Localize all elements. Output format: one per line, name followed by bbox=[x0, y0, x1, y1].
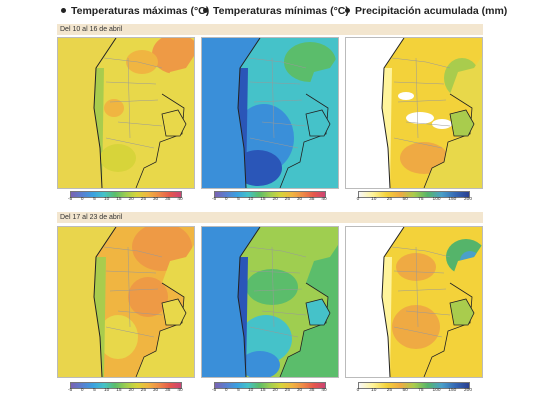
temp-scale-max-2: -5 0 5 10 15 20 25 30 35 40 bbox=[57, 382, 193, 398]
bullet-icon bbox=[61, 7, 66, 13]
scale-tick-label: -5 bbox=[67, 197, 73, 202]
scale-tick-label: 10 bbox=[371, 388, 377, 393]
scale-tick-label: 5 bbox=[93, 388, 96, 393]
map-precip-period-2 bbox=[345, 226, 483, 378]
scale-tick-label: 200 bbox=[463, 388, 473, 393]
scale-tick-label: -5 bbox=[211, 197, 217, 202]
scale-tick-label: 10 bbox=[247, 388, 254, 393]
scale-tick-label: 10 bbox=[103, 388, 110, 393]
bullet-icon bbox=[345, 7, 350, 13]
precip-scale-1: 0 10 25 50 75 100 150 200 bbox=[345, 191, 481, 207]
scale-tick-label: 0 bbox=[224, 388, 228, 393]
temp-scale-min-1: -5 0 5 10 15 20 25 30 35 40 bbox=[201, 191, 337, 207]
scale-tick-label: 25 bbox=[386, 197, 393, 202]
scale-tick-label: 20 bbox=[128, 197, 134, 202]
scale-tick-label: 40 bbox=[177, 388, 183, 393]
scale-tick-label: 20 bbox=[272, 197, 278, 202]
column-title-min-temp: Temperaturas mínimas (°C) bbox=[203, 0, 349, 22]
map-min-temp-period-1 bbox=[201, 37, 339, 189]
scale-tick-label: 10 bbox=[371, 197, 377, 202]
scale-tick-label: 30 bbox=[296, 388, 303, 393]
scale-tick-label: 40 bbox=[321, 388, 327, 393]
scale-tick-label: 30 bbox=[296, 197, 303, 202]
scale-tick-label: 75 bbox=[418, 197, 424, 202]
scale-tick-label: -5 bbox=[211, 388, 217, 393]
scale-tick-label: 15 bbox=[260, 197, 266, 202]
scale-tick-label: 0 bbox=[356, 388, 360, 393]
scale-tick-label: 50 bbox=[402, 197, 408, 202]
scale-tick-label: 150 bbox=[448, 197, 457, 202]
color-ramp bbox=[358, 382, 470, 389]
scale-tick-label: 25 bbox=[284, 388, 290, 393]
color-ramp bbox=[70, 382, 182, 389]
color-ramp bbox=[214, 191, 326, 198]
scale-tick-label: 35 bbox=[309, 388, 315, 393]
scale-tick-label: 75 bbox=[418, 388, 424, 393]
scale-tick-label: 35 bbox=[165, 197, 171, 202]
scale-tick-label: 5 bbox=[93, 197, 96, 202]
map-max-temp-period-2 bbox=[57, 226, 195, 378]
scale-tick-label: -5 bbox=[67, 388, 73, 393]
scale-tick-label: 25 bbox=[284, 197, 290, 202]
scale-tick-label: 200 bbox=[463, 197, 473, 202]
column-header-bar: Temperaturas máximas (°C) Temperaturas m… bbox=[57, 0, 507, 22]
map-precip-period-1 bbox=[345, 37, 483, 189]
color-ramp bbox=[70, 191, 182, 198]
scale-tick-label: 25 bbox=[386, 388, 393, 393]
scale-tick-label: 100 bbox=[432, 388, 441, 393]
scale-tick-label: 30 bbox=[152, 197, 159, 202]
scale-tick-label: 30 bbox=[152, 388, 159, 393]
scale-tick-label: 25 bbox=[140, 197, 146, 202]
scale-tick-label: 10 bbox=[103, 197, 110, 202]
scale-tick-label: 10 bbox=[247, 197, 254, 202]
period-label-1: Del 10 al 16 de abril bbox=[57, 24, 483, 35]
map-min-temp-period-2 bbox=[201, 226, 339, 378]
scale-tick-label: 100 bbox=[432, 197, 441, 202]
scale-tick-label: 35 bbox=[165, 388, 171, 393]
period-label-2: Del 17 al 23 de abril bbox=[57, 212, 483, 223]
scale-tick-label: 40 bbox=[177, 197, 183, 202]
scale-tick-label: 5 bbox=[237, 197, 240, 202]
scale-tick-label: 35 bbox=[309, 197, 315, 202]
scale-tick-label: 15 bbox=[116, 388, 122, 393]
precip-scale-2: 0 10 25 50 75 100 150 200 bbox=[345, 382, 481, 398]
scale-tick-label: 15 bbox=[116, 197, 122, 202]
scale-tick-label: 20 bbox=[128, 388, 134, 393]
scale-tick-label: 5 bbox=[237, 388, 240, 393]
scale-tick-label: 150 bbox=[448, 388, 457, 393]
scale-tick-label: 20 bbox=[272, 388, 278, 393]
scale-tick-label: 25 bbox=[140, 388, 146, 393]
map-max-temp-period-1 bbox=[57, 37, 195, 189]
scale-tick-label: 0 bbox=[356, 197, 360, 202]
scale-tick-label: 0 bbox=[80, 197, 84, 202]
color-ramp bbox=[358, 191, 470, 198]
scale-tick-label: 0 bbox=[80, 388, 84, 393]
column-title-max-temp: Temperaturas máximas (°C) bbox=[61, 0, 209, 22]
scale-tick-label: 50 bbox=[402, 388, 408, 393]
temp-scale-max-1: -5 0 5 10 15 20 25 30 35 40 bbox=[57, 191, 193, 207]
scale-tick-label: 40 bbox=[321, 197, 327, 202]
scale-tick-label: 15 bbox=[260, 388, 266, 393]
color-ramp bbox=[214, 382, 326, 389]
column-title-precip: Precipitación acumulada (mm) bbox=[345, 0, 507, 22]
scale-tick-label: 0 bbox=[224, 197, 228, 202]
temp-scale-min-2: -5 0 5 10 15 20 25 30 35 40 bbox=[201, 382, 337, 398]
bullet-icon bbox=[203, 7, 208, 13]
